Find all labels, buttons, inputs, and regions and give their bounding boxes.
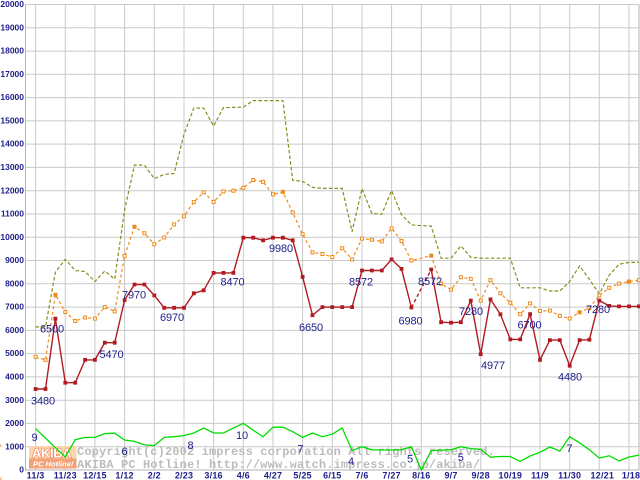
- svg-text:11/23: 11/23: [54, 471, 77, 480]
- svg-text:8000: 8000: [5, 278, 24, 288]
- svg-text:5: 5: [407, 454, 413, 466]
- svg-text:6000: 6000: [5, 325, 24, 335]
- svg-text:9: 9: [32, 432, 38, 444]
- svg-text:7000: 7000: [5, 302, 24, 312]
- svg-text:18000: 18000: [0, 46, 24, 56]
- svg-text:6980: 6980: [399, 316, 423, 328]
- svg-text:9980: 9980: [269, 243, 293, 255]
- svg-text:10: 10: [236, 430, 248, 442]
- svg-text:6650: 6650: [299, 322, 323, 334]
- svg-text:17000: 17000: [0, 69, 24, 79]
- svg-text:7: 7: [566, 443, 572, 455]
- svg-text:PC Hotline!: PC Hotline!: [33, 460, 74, 469]
- svg-text:3/16: 3/16: [204, 471, 222, 480]
- svg-text:Copyright(c)2002 impress corpo: Copyright(c)2002 impress corporation All…: [77, 445, 495, 459]
- svg-text:10000: 10000: [0, 232, 24, 242]
- svg-text:6500: 6500: [40, 324, 64, 336]
- svg-text:9/28: 9/28: [472, 471, 490, 480]
- svg-text:4: 4: [348, 456, 354, 468]
- svg-text:9/7: 9/7: [444, 471, 457, 480]
- svg-text:4977: 4977: [481, 360, 505, 372]
- svg-text:16000: 16000: [0, 92, 24, 102]
- svg-text:11/9: 11/9: [531, 471, 549, 480]
- svg-text:19000: 19000: [0, 22, 24, 32]
- svg-text:AKIBA PC Hotline! http://www.: AKIBA PC Hotline! http://www.watch.impre…: [77, 458, 480, 472]
- svg-text:6700: 6700: [518, 320, 542, 332]
- svg-text:8572: 8572: [349, 277, 373, 289]
- svg-text:AKIBA: AKIBA: [32, 446, 72, 461]
- svg-text:4/6: 4/6: [237, 471, 250, 480]
- svg-text:5470: 5470: [100, 349, 124, 361]
- svg-text:3000: 3000: [5, 395, 24, 405]
- svg-text:7/27: 7/27: [382, 471, 400, 480]
- svg-text:2/23: 2/23: [175, 471, 193, 480]
- svg-text:7970: 7970: [122, 290, 146, 302]
- svg-text:20000: 20000: [0, 0, 24, 9]
- svg-text:8572: 8572: [418, 276, 442, 288]
- svg-text:4480: 4480: [558, 372, 582, 384]
- svg-text:10/19: 10/19: [499, 471, 523, 480]
- svg-text:8470: 8470: [221, 277, 245, 289]
- svg-text:6/15: 6/15: [323, 471, 341, 480]
- svg-text:4/27: 4/27: [264, 471, 282, 480]
- svg-text:0: 0: [19, 465, 24, 475]
- svg-text:2000: 2000: [5, 418, 24, 428]
- svg-text:1000: 1000: [5, 441, 24, 451]
- svg-text:7/6: 7/6: [355, 471, 368, 480]
- svg-text:5: 5: [458, 452, 464, 464]
- svg-text:11/30: 11/30: [558, 471, 581, 480]
- svg-text:7280: 7280: [586, 304, 610, 316]
- svg-text:1/12: 1/12: [115, 471, 133, 480]
- svg-text:12000: 12000: [0, 185, 24, 195]
- svg-text:5/25: 5/25: [293, 471, 311, 480]
- svg-text:13000: 13000: [0, 162, 24, 172]
- svg-text:7280: 7280: [459, 306, 483, 318]
- svg-text:4000: 4000: [5, 372, 24, 382]
- svg-text:7: 7: [298, 444, 304, 456]
- svg-text:9000: 9000: [5, 255, 24, 265]
- svg-text:11/3: 11/3: [27, 471, 45, 480]
- svg-text:8: 8: [188, 440, 194, 452]
- svg-text:6970: 6970: [160, 312, 184, 324]
- svg-text:1/18: 1/18: [622, 471, 640, 480]
- svg-text:8/16: 8/16: [412, 471, 430, 480]
- svg-text:5000: 5000: [5, 348, 24, 358]
- svg-text:3480: 3480: [31, 395, 55, 407]
- svg-text:11000: 11000: [1, 209, 24, 219]
- svg-text:14000: 14000: [0, 139, 24, 149]
- svg-text:12/15: 12/15: [83, 471, 107, 480]
- svg-text:6: 6: [122, 446, 128, 458]
- svg-text:12/21: 12/21: [591, 471, 615, 480]
- svg-text:15000: 15000: [0, 116, 24, 126]
- svg-text:2/2: 2/2: [148, 471, 161, 480]
